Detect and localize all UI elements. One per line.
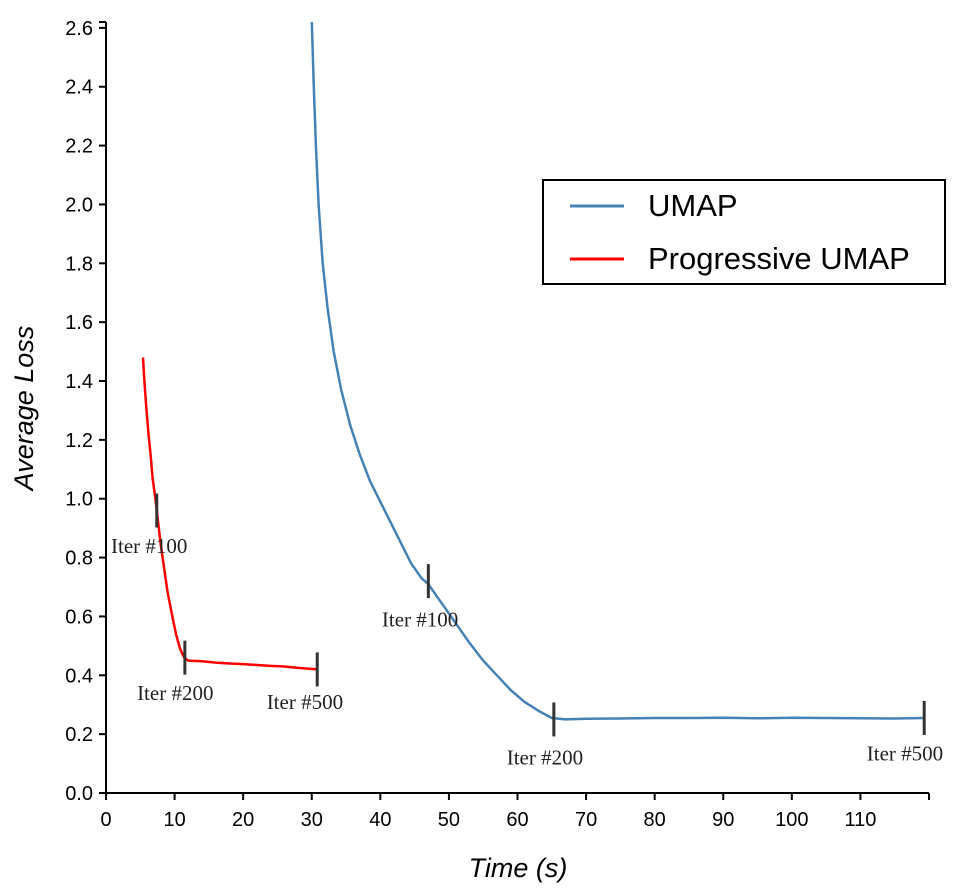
legend: UMAP Progressive UMAP	[542, 179, 946, 285]
legend-label-umap: UMAP	[648, 188, 738, 223]
y-tick-label: 1.6	[65, 312, 93, 334]
y-tick-label: 0.8	[65, 548, 93, 570]
series-line-progressive-umap	[141, 357, 318, 671]
iteration-label: Iter #100	[382, 607, 458, 631]
legend-label-progressive-umap: Progressive UMAP	[648, 241, 910, 276]
x-tick-label: 50	[438, 809, 460, 831]
y-tick-label: 1.8	[65, 253, 93, 275]
iteration-label: Iter #200	[137, 681, 213, 705]
x-tick-label: 90	[712, 809, 734, 831]
y-tick-label: 0.0	[65, 783, 93, 805]
y-tick-label: 1.4	[65, 371, 93, 393]
y-axis: 0.0 0.2 0.4 0.6 0.8 1.0 1.2 1.4 1.6 1.8 2.0 2.2 2.4 2…	[65, 18, 107, 805]
y-tick-label: 2.2	[65, 136, 93, 158]
x-axis-title: Time (s)	[469, 853, 568, 883]
x-tick-label: 110	[844, 809, 876, 831]
y-axis-title: Average Loss	[9, 326, 39, 493]
series-lines	[141, 21, 925, 721]
x-tick-label: 100	[775, 809, 808, 831]
iteration-markers: Iter #100 Iter #200 Iter #500 Iter #100 Iter…	[111, 493, 943, 770]
y-tick-label: 2.0	[65, 194, 93, 216]
x-tick-label: 0	[100, 809, 111, 831]
x-tick-label: 30	[301, 809, 323, 831]
iteration-label: Iter #100	[111, 534, 187, 558]
x-tick-label: 40	[369, 809, 391, 831]
y-tick-label: 0.6	[65, 606, 93, 628]
iteration-label: Iter #200	[507, 746, 583, 770]
series-line-umap	[310, 21, 925, 721]
x-tick-label: 20	[232, 809, 254, 831]
iteration-label: Iter #500	[867, 741, 943, 765]
y-tick-label: 1.0	[65, 489, 93, 511]
x-tick-label: 60	[506, 809, 528, 831]
x-tick-label: 70	[575, 809, 597, 831]
y-tick-label: 0.2	[65, 724, 93, 746]
y-tick-label: 2.6	[65, 18, 93, 40]
x-tick-label: 80	[644, 809, 666, 831]
x-tick-label: 10	[163, 809, 185, 831]
y-tick-label: 0.4	[65, 665, 93, 687]
y-tick-label: 2.4	[65, 77, 93, 99]
legend-box	[542, 179, 946, 285]
iteration-label: Iter #500	[267, 690, 343, 714]
y-tick-label: 1.2	[65, 430, 93, 452]
x-axis: 0 10 20 30 40 50 60 70 80 90 100 110	[100, 792, 930, 831]
